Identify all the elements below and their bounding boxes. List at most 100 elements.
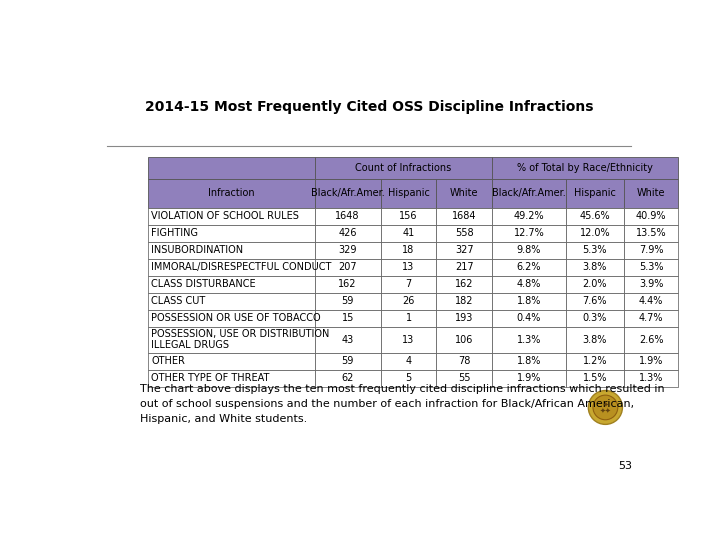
Text: 3.8%: 3.8% — [582, 262, 607, 272]
Text: 0.3%: 0.3% — [582, 313, 607, 323]
Bar — [381, 276, 436, 293]
Bar — [624, 208, 678, 225]
Bar — [492, 259, 566, 276]
Bar — [381, 179, 436, 208]
Text: 162: 162 — [338, 279, 357, 289]
Text: OTHER TYPE OF THREAT: OTHER TYPE OF THREAT — [151, 373, 269, 383]
Bar — [436, 259, 492, 276]
Bar — [624, 309, 678, 327]
Bar — [381, 293, 436, 309]
Bar — [566, 327, 624, 353]
Text: 1.9%: 1.9% — [639, 356, 663, 366]
Text: 558: 558 — [455, 228, 474, 239]
Text: 1648: 1648 — [336, 212, 360, 221]
Bar — [315, 327, 381, 353]
Bar — [148, 208, 315, 225]
Text: 2.0%: 2.0% — [582, 279, 607, 289]
Text: OTHER: OTHER — [151, 356, 185, 366]
Text: 6.2%: 6.2% — [517, 262, 541, 272]
Text: VIOLATION OF SCHOOL RULES: VIOLATION OF SCHOOL RULES — [151, 212, 299, 221]
Text: 53: 53 — [618, 461, 632, 471]
Text: POSSESSION, USE OR DISTRIBUTION
ILLEGAL DRUGS: POSSESSION, USE OR DISTRIBUTION ILLEGAL … — [151, 329, 330, 350]
Bar — [315, 370, 381, 387]
Text: 5: 5 — [405, 373, 412, 383]
Bar — [315, 276, 381, 293]
Bar — [436, 179, 492, 208]
Text: 59: 59 — [341, 356, 354, 366]
Bar — [148, 225, 315, 242]
Text: 1.2%: 1.2% — [582, 356, 607, 366]
Bar — [148, 242, 315, 259]
Text: 1684: 1684 — [452, 212, 477, 221]
Text: 15: 15 — [341, 313, 354, 323]
Text: 0.4%: 0.4% — [517, 313, 541, 323]
Text: 41: 41 — [402, 228, 415, 239]
Text: 156: 156 — [400, 212, 418, 221]
Bar — [492, 293, 566, 309]
Bar — [381, 242, 436, 259]
Text: White: White — [450, 188, 479, 198]
Text: POSSESSION OR USE OF TOBACCO: POSSESSION OR USE OF TOBACCO — [151, 313, 321, 323]
Bar — [566, 276, 624, 293]
Text: FIGHTING: FIGHTING — [151, 228, 198, 239]
Text: 4: 4 — [405, 356, 412, 366]
Text: 7: 7 — [405, 279, 412, 289]
Bar — [148, 276, 315, 293]
Bar — [315, 179, 381, 208]
Text: 40.9%: 40.9% — [636, 212, 666, 221]
Text: 7.9%: 7.9% — [639, 245, 663, 255]
Bar — [315, 353, 381, 370]
Bar — [148, 370, 315, 387]
Bar — [315, 225, 381, 242]
Text: 162: 162 — [455, 279, 474, 289]
Text: 1: 1 — [405, 313, 412, 323]
Text: Hispanic: Hispanic — [574, 188, 616, 198]
Text: 18: 18 — [402, 245, 415, 255]
Text: 1.8%: 1.8% — [517, 356, 541, 366]
Text: 13: 13 — [402, 335, 415, 345]
Circle shape — [593, 395, 618, 420]
Bar — [566, 370, 624, 387]
Bar — [566, 242, 624, 259]
Bar — [436, 225, 492, 242]
Text: 1.5%: 1.5% — [582, 373, 607, 383]
Circle shape — [588, 390, 622, 424]
Bar — [624, 293, 678, 309]
Bar — [566, 309, 624, 327]
Bar — [148, 259, 315, 276]
Text: % of Total by Race/Ethnicity: % of Total by Race/Ethnicity — [517, 163, 653, 173]
Bar — [315, 208, 381, 225]
Text: 62: 62 — [341, 373, 354, 383]
Bar — [492, 208, 566, 225]
Text: 59: 59 — [341, 296, 354, 306]
Text: 426: 426 — [338, 228, 357, 239]
Bar — [492, 179, 566, 208]
Text: 2014-15 Most Frequently Cited OSS Discipline Infractions: 2014-15 Most Frequently Cited OSS Discip… — [145, 100, 593, 114]
Text: 7.6%: 7.6% — [582, 296, 607, 306]
Bar — [436, 293, 492, 309]
Text: 329: 329 — [338, 245, 357, 255]
Bar — [315, 242, 381, 259]
Bar — [148, 309, 315, 327]
Bar — [566, 259, 624, 276]
Bar — [566, 353, 624, 370]
Bar — [566, 208, 624, 225]
Bar — [624, 259, 678, 276]
Text: 78: 78 — [458, 356, 470, 366]
Text: Hispanic: Hispanic — [387, 188, 429, 198]
Text: 5.3%: 5.3% — [582, 245, 607, 255]
Bar — [492, 157, 678, 179]
Text: Count of Infractions: Count of Infractions — [356, 163, 451, 173]
Text: 4.4%: 4.4% — [639, 296, 663, 306]
Bar — [148, 157, 315, 179]
Text: 12.7%: 12.7% — [513, 228, 544, 239]
Bar — [381, 327, 436, 353]
Bar — [381, 309, 436, 327]
Text: The chart above displays the ten most frequently cited discipline infractions wh: The chart above displays the ten most fr… — [140, 384, 665, 424]
Bar — [566, 225, 624, 242]
Bar — [624, 353, 678, 370]
Bar — [148, 179, 315, 208]
Text: Infraction: Infraction — [208, 188, 255, 198]
Text: 106: 106 — [455, 335, 474, 345]
Bar — [492, 353, 566, 370]
